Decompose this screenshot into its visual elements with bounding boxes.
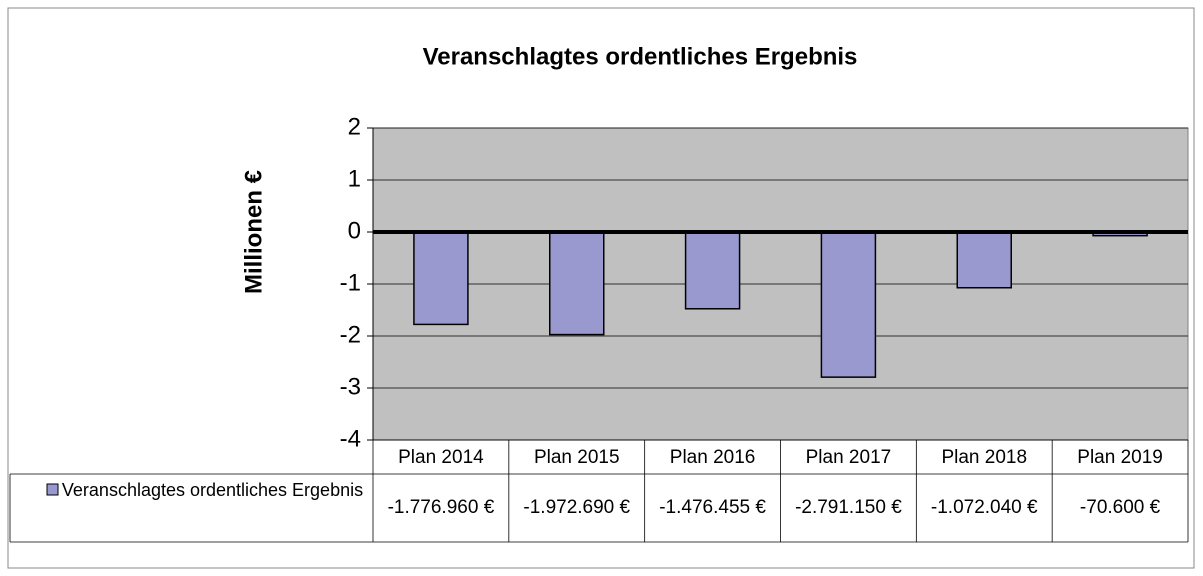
y-tick-label: -2 — [340, 321, 361, 348]
bar — [956, 231, 1012, 289]
x-tick-label: Plan 2017 — [806, 447, 892, 468]
legend-label: Veranschlagtes ordentliches Ergebnis — [61, 480, 364, 500]
bar — [820, 231, 877, 378]
x-tick-label: Plan 2014 — [398, 447, 484, 468]
y-tick-label: 1 — [348, 165, 361, 192]
y-tick-label: 0 — [348, 217, 361, 244]
data-label: -1.972.690 € — [523, 497, 630, 518]
bar — [684, 231, 741, 310]
y-tick-label: -4 — [340, 425, 361, 452]
bar — [549, 231, 605, 336]
legend-box: Veranschlagtes ordentliches Ergebnis — [61, 480, 364, 500]
x-tick-label: Plan 2016 — [670, 447, 756, 468]
data-label: -2.791.150 € — [795, 497, 902, 518]
y-axis-label: Millionen € — [240, 170, 267, 294]
y-tick-label: 2 — [348, 113, 361, 140]
y-tick-label: -3 — [340, 373, 361, 400]
chart-title: Veranschlagtes ordentliches Ergebnis — [423, 43, 858, 70]
x-tick-label: Plan 2019 — [1077, 447, 1163, 468]
data-label: -1.476.455 € — [659, 497, 766, 518]
data-label: -1.072.040 € — [931, 497, 1038, 518]
bar — [413, 231, 469, 326]
x-tick-label: Plan 2015 — [534, 447, 620, 468]
x-tick-label: Plan 2018 — [941, 447, 1027, 468]
y-tick-label: -1 — [340, 269, 361, 296]
data-label: -70.600 € — [1080, 497, 1161, 518]
legend-swatch — [46, 483, 59, 496]
data-label: -1.776.960 € — [388, 497, 495, 518]
